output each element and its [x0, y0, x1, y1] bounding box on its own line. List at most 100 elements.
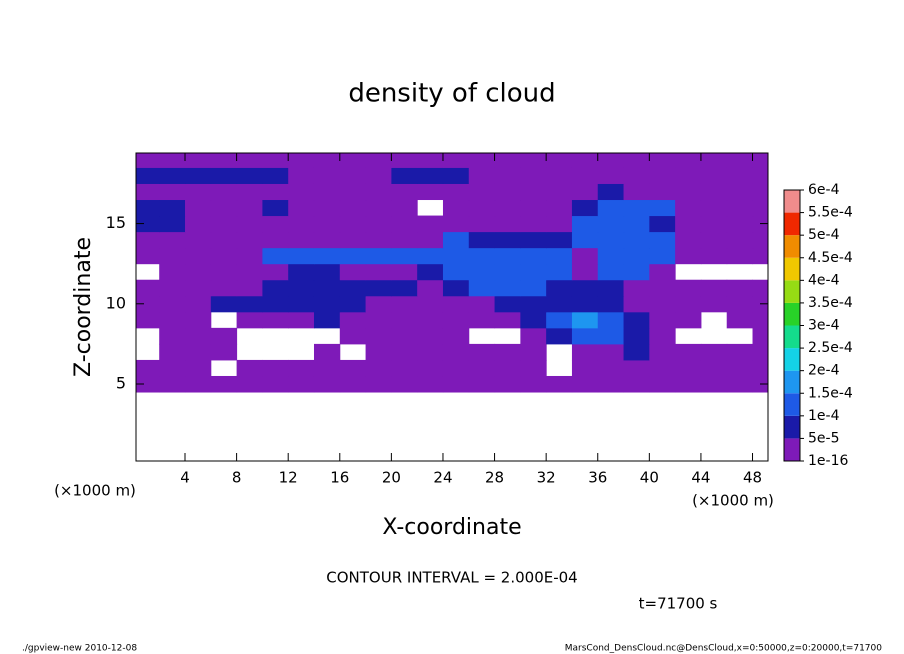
y-tick-label: 5: [116, 374, 126, 393]
cell: [700, 343, 728, 361]
cell: [494, 215, 521, 233]
cell: [675, 343, 702, 361]
cell: [597, 215, 625, 233]
cell: [391, 263, 418, 281]
cell: [185, 167, 212, 184]
cell: [700, 375, 728, 393]
cell: [623, 183, 650, 201]
cell: [494, 199, 521, 217]
cell: [623, 375, 650, 393]
cell: [571, 215, 599, 233]
cell: [752, 311, 769, 329]
cell: [675, 183, 702, 201]
cell: [597, 153, 625, 168]
cell: [136, 359, 160, 377]
cell: [288, 199, 315, 217]
cell: [752, 231, 769, 249]
cell: [700, 183, 728, 201]
cell: [520, 311, 547, 329]
x-tick-label: 28: [485, 469, 504, 487]
chart-title: density of cloud: [348, 79, 555, 109]
cell: [442, 359, 470, 377]
cell: [442, 231, 470, 249]
cell: [726, 279, 754, 297]
cell: [468, 183, 496, 201]
cell: [520, 375, 547, 393]
cell: [159, 375, 186, 393]
cell: [417, 167, 444, 184]
cell: [520, 231, 547, 249]
cell: [391, 279, 418, 297]
cell: [236, 167, 263, 184]
cell: [752, 359, 769, 377]
cell: [597, 279, 625, 297]
cell: [623, 231, 650, 249]
cell: [136, 153, 160, 168]
cell: [726, 215, 754, 233]
cell: [520, 327, 547, 345]
cell: [649, 279, 676, 297]
cell: [520, 167, 547, 184]
cell: [313, 199, 341, 217]
cell: [726, 343, 754, 361]
cell: [417, 359, 444, 377]
cell: [391, 215, 418, 233]
cell: [649, 247, 676, 265]
cell: [159, 343, 186, 361]
cell: [494, 247, 521, 265]
cell: [597, 199, 625, 217]
cell: [262, 359, 289, 377]
cell: [136, 311, 160, 329]
cell: [210, 343, 238, 361]
cell: [546, 295, 573, 313]
cell: [571, 279, 599, 297]
cell: [365, 215, 392, 233]
cell: [391, 343, 418, 361]
cell: [520, 263, 547, 281]
cell: [649, 295, 676, 313]
cell: [417, 343, 444, 361]
cell: [417, 263, 444, 281]
cell: [417, 183, 444, 201]
cell: [339, 295, 367, 313]
cell: [649, 183, 676, 201]
cell: [210, 327, 238, 345]
cell: [571, 183, 599, 201]
cell: [262, 247, 289, 265]
cell: [546, 231, 573, 249]
cell: [313, 375, 341, 393]
plot-frame: [135, 152, 769, 462]
x-tick-label: 24: [433, 469, 452, 487]
cell: [597, 231, 625, 249]
cell: [546, 167, 573, 184]
cell: [391, 183, 418, 201]
cell: [262, 215, 289, 233]
colorbar-box: [784, 348, 800, 371]
cell: [623, 343, 650, 361]
cell: [597, 183, 625, 201]
y-axis-label: Z-coordinate: [71, 237, 96, 377]
x-unit-right: (×1000 m): [692, 492, 774, 510]
cell: [159, 359, 186, 377]
cell: [288, 247, 315, 265]
cell: [313, 295, 341, 313]
cell: [494, 311, 521, 329]
cell: [468, 311, 496, 329]
cell: [494, 295, 521, 313]
cell: [494, 343, 521, 361]
cell: [571, 375, 599, 393]
cell: [649, 199, 676, 217]
cell: [210, 263, 238, 281]
colorbar-label: 2e-4: [808, 363, 840, 379]
cell: [185, 215, 212, 233]
cell: [210, 279, 238, 297]
cell: [649, 327, 676, 345]
cell: [623, 359, 650, 377]
cell: [520, 279, 547, 297]
cell: [571, 327, 599, 345]
cell: [700, 153, 728, 168]
cell: [136, 231, 160, 249]
cell: [700, 295, 728, 313]
cell: [339, 153, 367, 168]
cell: [623, 311, 650, 329]
